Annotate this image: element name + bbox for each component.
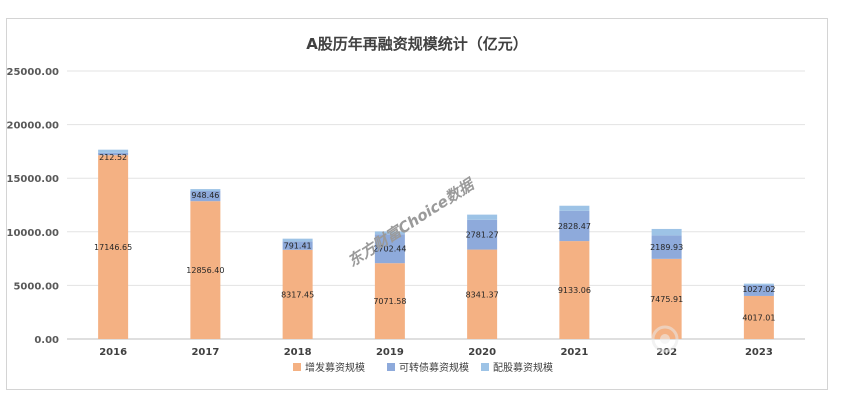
x-tick-label: 2020 (468, 347, 496, 358)
bar-segment (467, 219, 498, 250)
legend-swatch (387, 363, 395, 371)
x-tick-label: 2018 (284, 347, 312, 358)
data-label: 8341.37 (466, 290, 499, 299)
x-tick-label: 2017 (191, 347, 219, 358)
y-tick-label: 10000.00 (7, 228, 59, 239)
data-label: 948.46 (191, 191, 219, 200)
chart-frame: A股历年再融资规模统计（亿元） 0.00 5000.00 10000.00 15000… (6, 18, 828, 390)
data-label: 9133.06 (558, 286, 591, 295)
x-tick-label: 2019 (376, 347, 404, 358)
bar-segment (190, 191, 221, 202)
data-label: 4017.01 (742, 313, 775, 322)
bar-segment (743, 283, 774, 285)
x-tick-label: 202 (656, 347, 677, 358)
data-label: 12856.40 (186, 266, 224, 275)
bar-segment (282, 241, 313, 250)
data-label: 7071.58 (373, 297, 406, 306)
watermark-text: 东方财富Choice数据 (344, 174, 479, 270)
bar-segment (467, 214, 498, 220)
chart-canvas: A股历年再融资规模统计（亿元） 0.00 5000.00 10000.00 15000… (7, 35, 805, 374)
bar-segment (98, 152, 129, 156)
bar-segment (559, 205, 590, 211)
legend-label: 增发募资规模 (305, 361, 365, 374)
bar-segment (559, 210, 590, 242)
bar-segment (190, 201, 221, 339)
data-label: 1027.02 (742, 285, 775, 294)
legend-swatch (481, 363, 489, 371)
corner-logo-icon (651, 325, 679, 353)
bar-segment (98, 149, 129, 153)
bar-segment (282, 249, 313, 339)
bar-segment (651, 235, 682, 259)
bar-segment (651, 228, 682, 236)
legend-label: 可转债募资规模 (399, 361, 469, 374)
y-tick-label: 15000.00 (7, 174, 59, 185)
x-tick-label: 2021 (560, 347, 588, 358)
bar-segment (282, 238, 313, 242)
bar-segment (743, 295, 774, 339)
data-label: 2189.93 (650, 243, 683, 252)
y-tick-label: 5000.00 (13, 281, 59, 292)
data-label: 212.52 (99, 153, 127, 162)
data-label: 791.41 (284, 241, 312, 250)
x-tick-label: 2023 (745, 347, 773, 358)
bar-segment (743, 284, 774, 296)
data-label: 8317.45 (281, 290, 314, 299)
bar-segment (559, 241, 590, 339)
data-label: 2702.44 (373, 245, 406, 254)
bar-segment (374, 234, 405, 264)
legend-swatch (293, 363, 301, 371)
bar-segment (190, 189, 221, 192)
bar-segment (374, 263, 405, 339)
x-tick-label: 2016 (99, 347, 127, 358)
y-tick-label: 20000.00 (7, 121, 59, 132)
data-label: 2781.27 (466, 231, 499, 240)
y-tick-label: 25000.00 (7, 67, 59, 78)
data-label: 7475.91 (650, 295, 683, 304)
bar-segment (98, 155, 129, 339)
chart-title: A股历年再融资规模统计（亿元） (306, 35, 528, 53)
data-label: 2828.47 (558, 222, 591, 231)
bar-segment (374, 231, 405, 235)
data-label: 17146.65 (94, 243, 132, 252)
legend-label: 配股募资规模 (493, 361, 553, 374)
y-tick-label: 0.00 (34, 335, 59, 346)
bar-segment (467, 249, 498, 339)
